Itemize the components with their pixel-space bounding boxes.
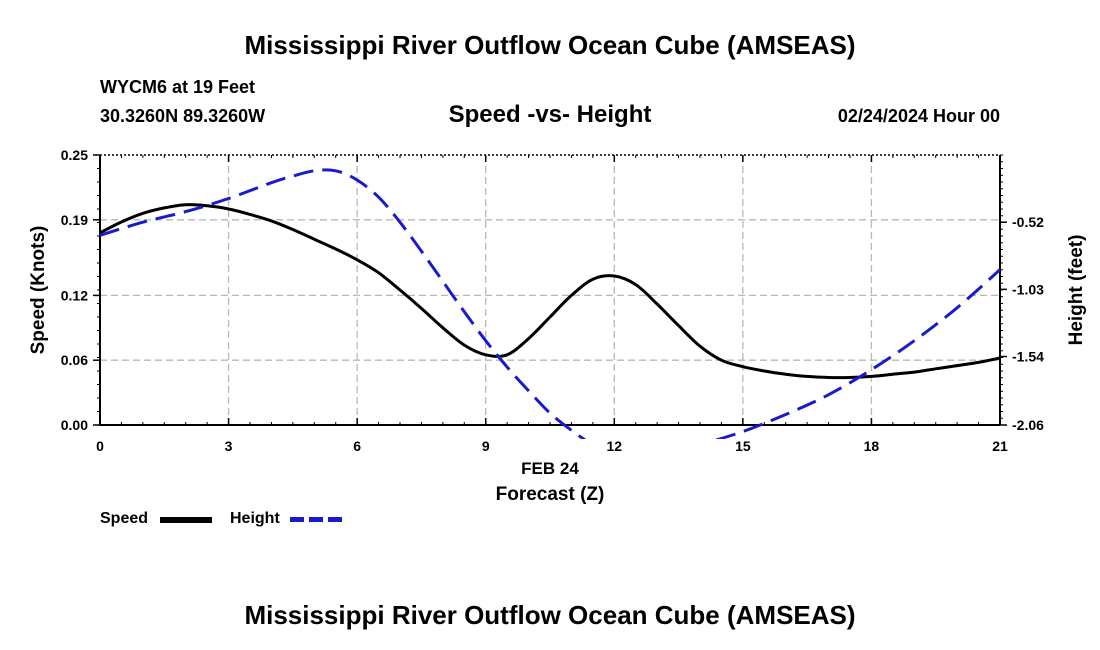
y-tick-label: 0.25 [61, 147, 88, 163]
legend-height-label: Height [230, 510, 280, 527]
x-tick-label: 15 [735, 438, 751, 454]
x-tick-label: 3 [225, 438, 233, 454]
chart-subtitle: Speed -vs- Height [448, 101, 652, 128]
y-tick-label: 0.12 [61, 287, 88, 303]
y-tick-label: 0.19 [61, 212, 88, 228]
y-axis-title: Speed (Knots) [28, 226, 49, 355]
tick-layer: 0 3 6 9 12 15 18 21 0.00 0.06 0.12 0.19 0.25 -2.06 -1.… [61, 147, 1044, 454]
series-layer [100, 168, 1000, 439]
series-line-height [100, 168, 1000, 439]
legend-speed-swatch [160, 517, 212, 523]
x-tick-label: 18 [864, 438, 880, 454]
y2-axis-title: Height (feet) [1066, 235, 1087, 346]
grid [100, 155, 1000, 425]
x-tick-label: 9 [482, 438, 490, 454]
x-tick-label: 12 [606, 438, 622, 454]
x-tick-label: 21 [992, 438, 1008, 454]
series-line-speed [100, 203, 1000, 380]
chart-main-title: Mississippi River Outflow Ocean Cube (AM… [244, 30, 856, 60]
y2-tick-label: -0.52 [1012, 214, 1044, 230]
y2-tick-label: -1.54 [1012, 349, 1044, 365]
y2-tick-label: -1.03 [1012, 281, 1044, 297]
station-label: WYCM6 at 19 Feet [100, 77, 256, 97]
legend-speed-label: Speed [100, 510, 149, 527]
plot-frame [99, 154, 1001, 426]
y-tick-label: 0.06 [61, 352, 88, 368]
y2-tick-label: -2.06 [1012, 417, 1044, 433]
coordinates-label: 30.3260N 89.3260W [100, 106, 266, 126]
x-tick-label: 0 [96, 438, 104, 454]
x-axis-date-label: FEB 24 [521, 459, 579, 478]
x-tick-label: 6 [353, 438, 361, 454]
y-tick-label: 0.00 [61, 417, 88, 433]
legend-height-swatch [290, 517, 342, 522]
forecast-date-label: 02/24/2024 Hour 00 [837, 106, 1000, 126]
chart-bottom-title: Mississippi River Outflow Ocean Cube (AM… [244, 600, 856, 630]
x-axis-title: Forecast (Z) [496, 484, 605, 505]
